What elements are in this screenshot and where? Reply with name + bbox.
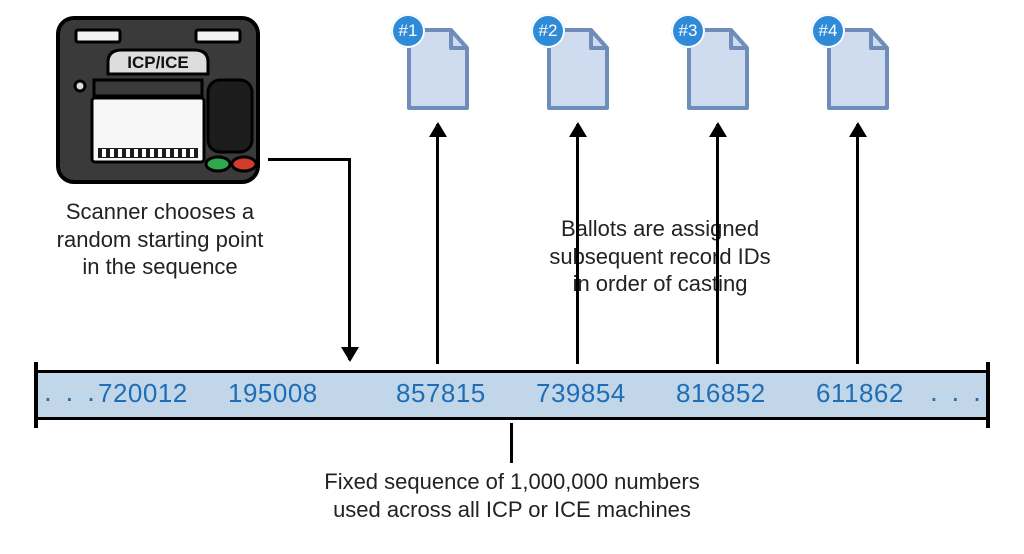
seq-num-2: 857815 (396, 378, 486, 409)
ballot-badge-4: #4 (811, 14, 845, 48)
sequence-cap-left (34, 362, 38, 428)
arrow-up-3 (716, 124, 719, 364)
scanner-caption-line1: Scanner chooses a (66, 199, 254, 224)
ballots-caption: Ballots are assigned subsequent record I… (530, 212, 790, 301)
ballots-caption-line1: Ballots are assigned (561, 216, 759, 241)
arrow-up-2 (576, 124, 579, 364)
sequence-cap-right (986, 362, 990, 428)
ellipsis-right: . . . (930, 376, 984, 408)
ellipsis-left: . . . (44, 376, 98, 408)
scanner-caption: Scanner chooses a random starting point … (30, 198, 290, 281)
bottom-tick (510, 423, 513, 463)
bottom-caption-line1: Fixed sequence of 1,000,000 numbers (324, 469, 699, 494)
seq-num-1: 195008 (228, 378, 318, 409)
ballots-caption-line3: in order of casting (573, 271, 748, 296)
ballots-caption-line2: subsequent record IDs (549, 244, 770, 269)
seq-num-5: 611862 (816, 378, 904, 409)
ballot-badge-2: #2 (531, 14, 565, 48)
ballot-badge-1: #1 (391, 14, 425, 48)
scanner-device: ICP/ICE (48, 12, 268, 197)
ballot-doc-1: #1 (403, 26, 473, 112)
bottom-caption: Fixed sequence of 1,000,000 numbers used… (300, 468, 724, 523)
ballot-doc-3: #3 (683, 26, 753, 112)
seq-num-3: 739854 (536, 378, 626, 409)
scanner-caption-line3: in the sequence (82, 254, 237, 279)
elbow-arrow-down (348, 158, 351, 360)
ballot-doc-2: #2 (543, 26, 613, 112)
seq-num-4: 816852 (676, 378, 766, 409)
scanner-label-text: ICP/ICE (127, 53, 188, 72)
scanner-caption-line2: random starting point (57, 227, 264, 252)
arrow-up-1 (436, 124, 439, 364)
seq-num-0: 720012 (98, 378, 188, 409)
bottom-caption-line2: used across all ICP or ICE machines (333, 497, 691, 522)
elbow-hline (268, 158, 350, 161)
ballot-badge-3: #3 (671, 14, 705, 48)
arrow-up-4 (856, 124, 859, 364)
ballot-doc-4: #4 (823, 26, 893, 112)
